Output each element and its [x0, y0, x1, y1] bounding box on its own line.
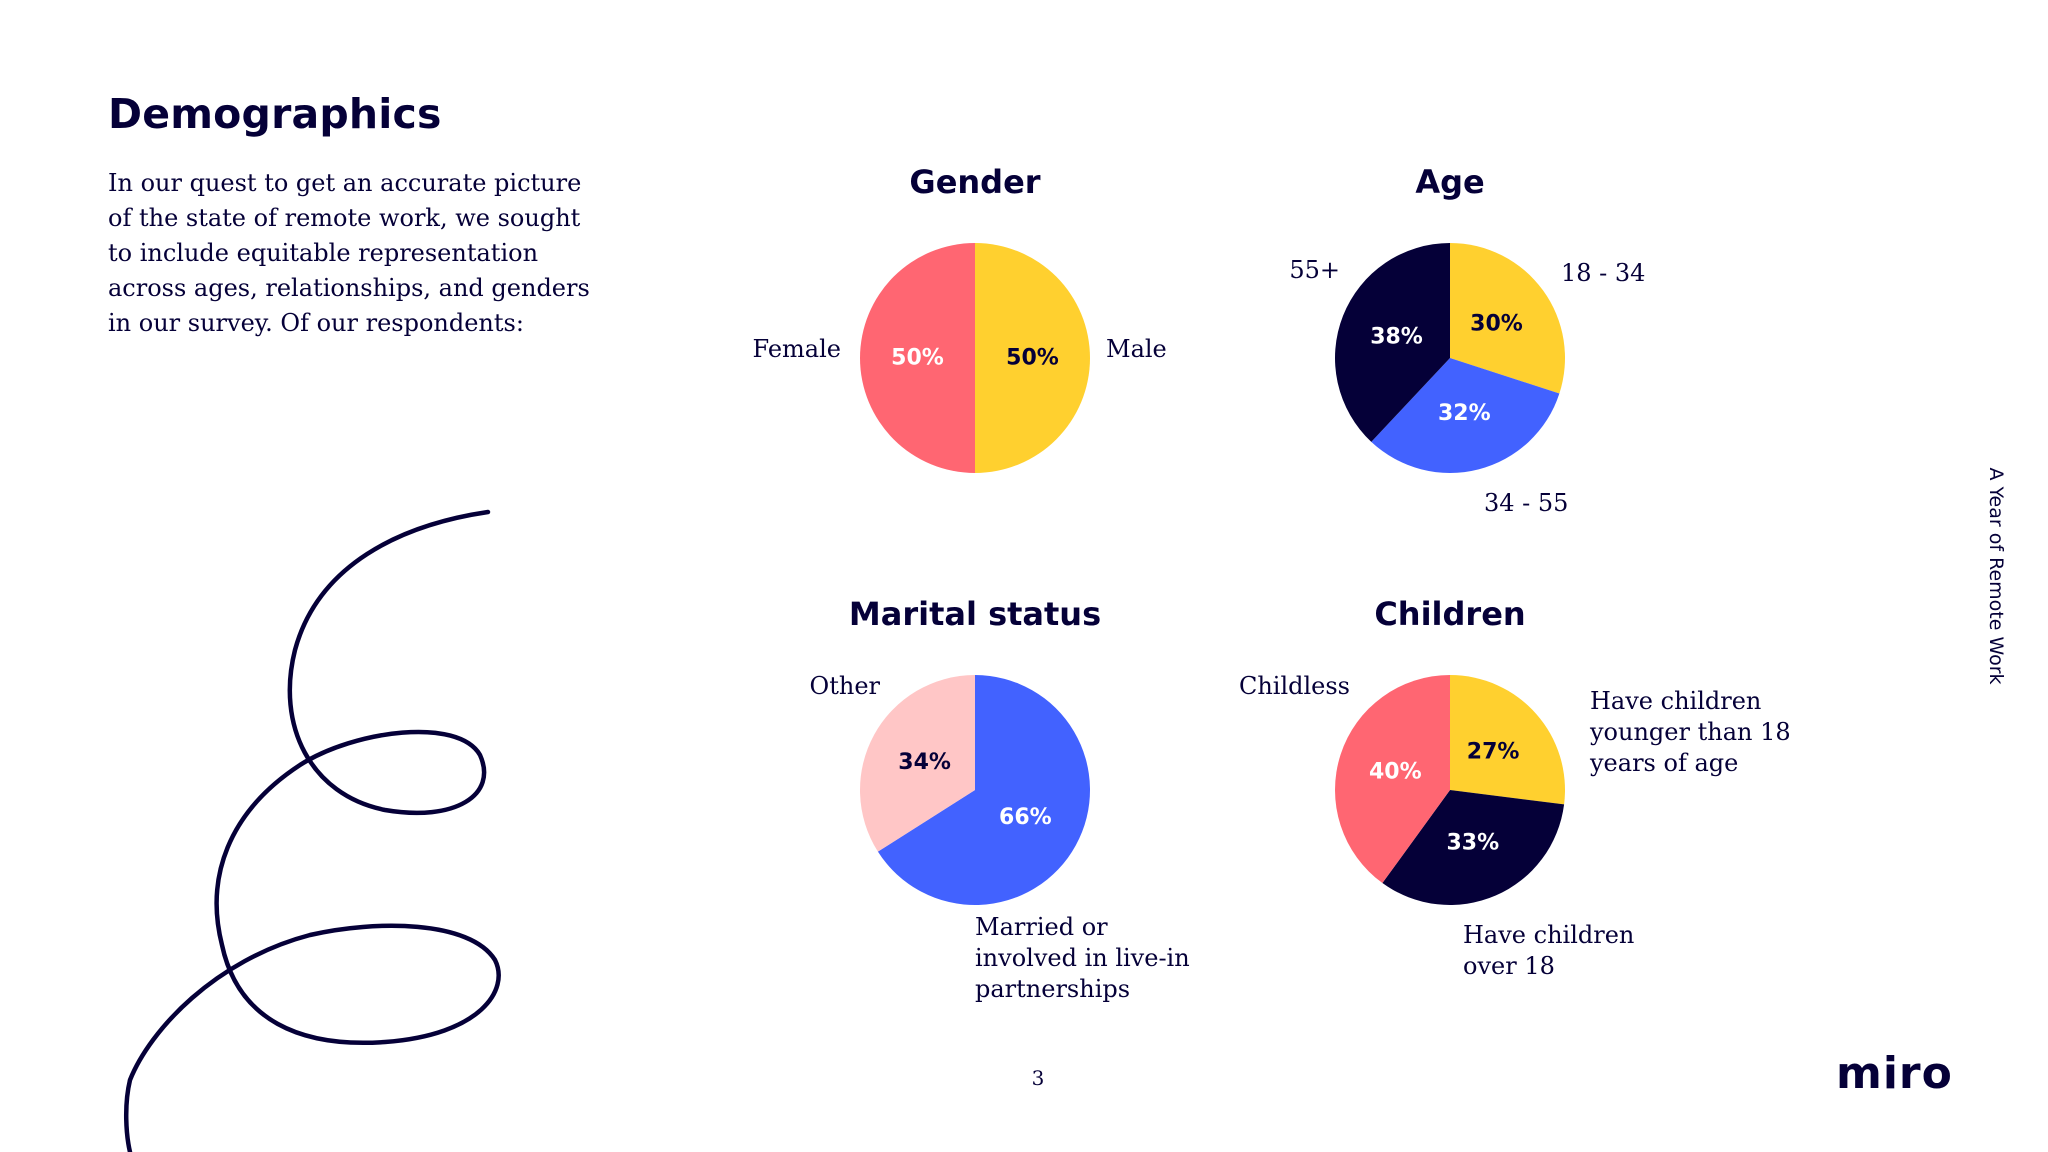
pie-slice [1335, 675, 1450, 884]
category-label-childless: Childless [1238, 672, 1350, 700]
decorative-squiggle-icon [123, 509, 501, 1152]
slice-value-label: 66% [999, 805, 1052, 830]
page-number: 3 [1031, 1066, 1045, 1090]
pie-slice [860, 243, 975, 473]
pie-slice [1382, 790, 1565, 905]
pie-chart-children: 27% 33% 40% [1335, 675, 1565, 905]
slice-value-label: 40% [1369, 760, 1422, 785]
page-title: Demographics [108, 90, 442, 138]
chart-title-marital-status: Marital status [848, 595, 1102, 633]
pie-slice [1450, 675, 1565, 805]
miro-logo: miro [1836, 1048, 1953, 1099]
slice-value-label: 50% [891, 346, 944, 371]
pie-chart-marital-status: 66% 34% [860, 675, 1090, 905]
slice-value-label: 27% [1467, 739, 1520, 764]
category-label-18-34: 18 - 34 [1561, 259, 1646, 287]
pie-chart-age: 30% 32% 38% [1335, 243, 1565, 473]
pie-slice [1335, 243, 1450, 442]
chart-title-gender: Gender [909, 163, 1041, 201]
side-caption: A Year of Remote Work [1985, 467, 2007, 685]
pie-slice [1371, 358, 1560, 473]
pie-slice [860, 675, 975, 852]
slice-value-label: 32% [1438, 401, 1491, 426]
category-label-34-55: 34 - 55 [1484, 489, 1569, 517]
category-label-male: Male [1106, 335, 1167, 363]
pie-chart-gender: 50% 50% [860, 243, 1090, 473]
chart-title-children: Children [1374, 595, 1526, 633]
intro-paragraph: In our quest to get an accurate picture … [108, 169, 590, 337]
category-label-other: Other [809, 672, 880, 700]
pie-slice [877, 675, 1090, 905]
slice-value-label: 50% [1006, 346, 1059, 371]
slice-value-label: 38% [1370, 324, 1423, 349]
pie-slice [1450, 243, 1565, 394]
pie-slice [975, 243, 1090, 473]
category-label-married: Married or involved in live-in partnersh… [975, 913, 1190, 1003]
category-label-children-over-18: Have children over 18 [1463, 921, 1635, 980]
category-label-children-under-18: Have children younger than 18 years of a… [1590, 687, 1791, 777]
slice-value-label: 34% [898, 750, 951, 775]
category-label-55-plus: 55+ [1289, 256, 1340, 284]
chart-title-age: Age [1415, 163, 1485, 201]
slice-value-label: 30% [1470, 312, 1523, 337]
slice-value-label: 33% [1447, 830, 1500, 855]
category-label-female: Female [752, 335, 842, 363]
